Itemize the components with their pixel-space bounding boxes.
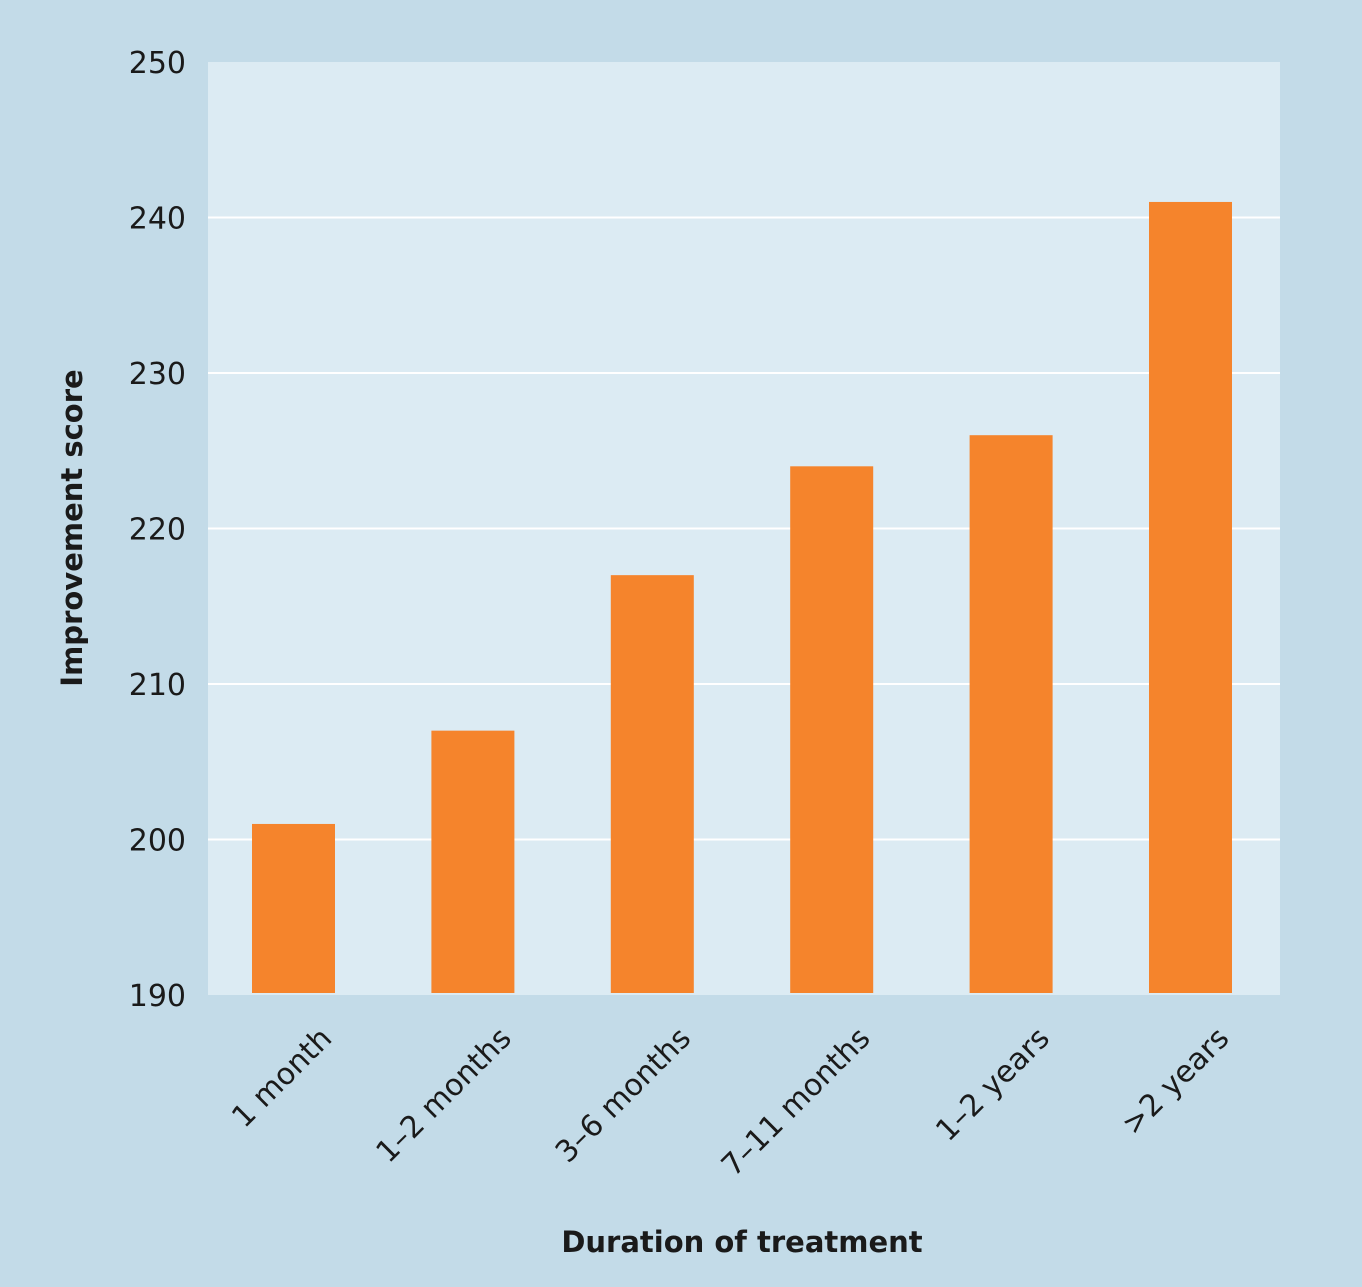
bar [790, 466, 874, 993]
y-tick-label: 230 [129, 357, 186, 392]
gridlines [208, 216, 1280, 841]
x-tick-label: 3–6 months [549, 1021, 698, 1170]
y-axis-title: Improvement score [55, 369, 89, 686]
x-tick-label: >2 years [1115, 1021, 1236, 1142]
y-tick-label: 210 [129, 668, 186, 703]
x-axis-ticks: 1 month 1–2 months 3–6 months 7–11 months 1–… [225, 1021, 1236, 1183]
y-tick-label: 220 [129, 513, 186, 548]
y-tick-label: 190 [129, 979, 186, 1014]
x-tick-label: 1–2 years [929, 1021, 1056, 1148]
y-tick-label: 200 [129, 824, 186, 859]
x-tick-label: 7–11 months [715, 1021, 877, 1183]
y-axis-ticks: 190 200 210 220 230 240 250 [129, 46, 186, 1014]
y-tick-label: 250 [129, 46, 186, 81]
x-tick-label: 1 month [225, 1021, 339, 1135]
bar [610, 575, 694, 993]
x-tick-label: 1–2 months [370, 1021, 519, 1170]
bars [252, 201, 1232, 993]
y-tick-label: 240 [129, 202, 186, 237]
bar [252, 823, 335, 993]
x-axis-title: Duration of treatment [561, 1225, 922, 1259]
bar [969, 435, 1053, 993]
bar [1149, 201, 1232, 993]
bar [431, 730, 515, 993]
